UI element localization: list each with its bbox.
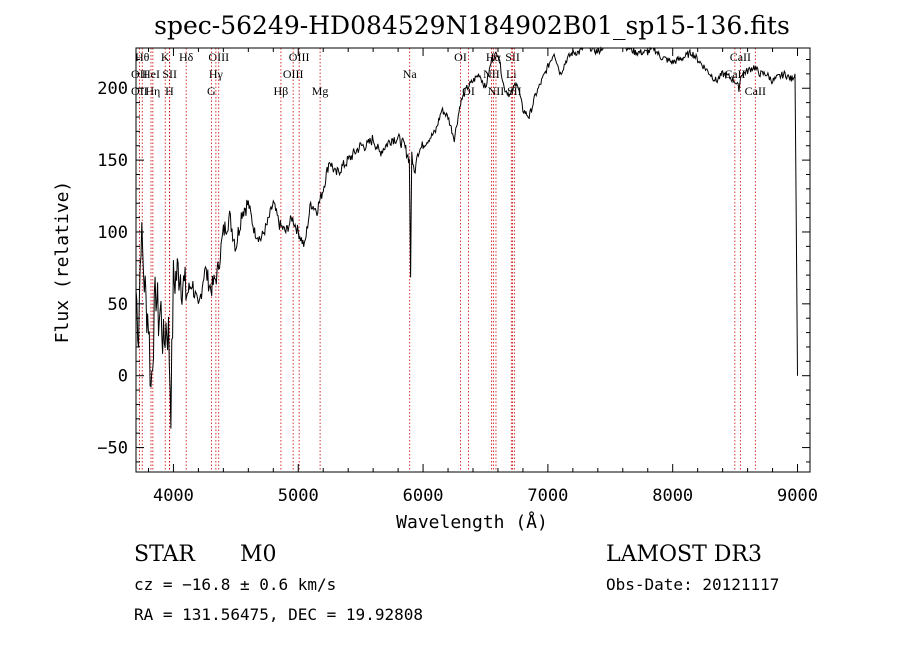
line-label: SII bbox=[505, 50, 520, 64]
subclass: M0 bbox=[240, 542, 277, 567]
coordinates: RA = 131.56475, DEC = 19.92808 bbox=[134, 605, 423, 624]
y-tick-label: 100 bbox=[97, 223, 128, 243]
plot-frame bbox=[135, 47, 811, 473]
redshift-cz: cz = −16.8 ± 0.6 km/s bbox=[134, 575, 336, 594]
line-label: Li bbox=[506, 67, 517, 81]
x-axis-label: Wavelength (Å) bbox=[396, 511, 548, 533]
chart-title: spec-56249-HD084529N184902B01_sp15-136.f… bbox=[154, 11, 790, 40]
x-tick-label: 8000 bbox=[652, 486, 693, 506]
x-tick-label: 5000 bbox=[278, 486, 319, 506]
line-label: OI bbox=[462, 84, 475, 98]
x-tick-label: 4000 bbox=[153, 486, 194, 506]
line-label: OI bbox=[454, 50, 467, 64]
x-tick-label: 7000 bbox=[527, 486, 568, 506]
survey-name: LAMOST DR3 bbox=[606, 542, 762, 567]
observation-date: Obs-Date: 20121117 bbox=[606, 575, 779, 594]
line-label: NII bbox=[488, 84, 505, 98]
line-label: OIII bbox=[283, 67, 304, 81]
y-axis-label: Flux (relative) bbox=[52, 181, 73, 344]
line-label: Na bbox=[403, 67, 418, 81]
y-tick-label: −50 bbox=[97, 439, 128, 459]
line-label: CaII bbox=[745, 84, 766, 98]
line-label: Hγ bbox=[209, 67, 224, 81]
line-label: K bbox=[161, 50, 170, 64]
x-tick-label: 6000 bbox=[403, 486, 444, 506]
y-tick-label: 150 bbox=[97, 151, 128, 171]
y-tick-label: 50 bbox=[108, 295, 128, 315]
line-label: HeI bbox=[142, 67, 160, 81]
line-label: CaII bbox=[730, 50, 751, 64]
line-label: G bbox=[207, 84, 216, 98]
line-label: Hη bbox=[145, 84, 160, 98]
info-block: STAR M0 LAMOST DR3 cz = −16.8 ± 0.6 km/s… bbox=[134, 542, 779, 624]
line-label: OII bbox=[131, 84, 148, 98]
line-label: OIII bbox=[208, 50, 229, 64]
line-label: Hα bbox=[486, 50, 502, 64]
x-tick-label: 9000 bbox=[777, 486, 818, 506]
line-label: Hβ bbox=[274, 84, 289, 98]
line-label: Hθ bbox=[135, 50, 150, 64]
line-label: Mg bbox=[312, 84, 329, 98]
axis-ticks: 4000 5000 6000 7000 8000 9000 −50 0 50 100 150 200 bbox=[97, 48, 818, 506]
line-label: Hδ bbox=[179, 50, 194, 64]
y-tick-label: 200 bbox=[97, 79, 128, 99]
object-class: STAR bbox=[134, 542, 196, 567]
line-label: H bbox=[165, 84, 174, 98]
plot-area bbox=[135, 46, 798, 429]
y-tick-label: 0 bbox=[118, 367, 128, 387]
spectrum-line bbox=[135, 46, 798, 429]
line-label: OIII bbox=[289, 50, 310, 64]
line-label: NII bbox=[483, 67, 500, 81]
